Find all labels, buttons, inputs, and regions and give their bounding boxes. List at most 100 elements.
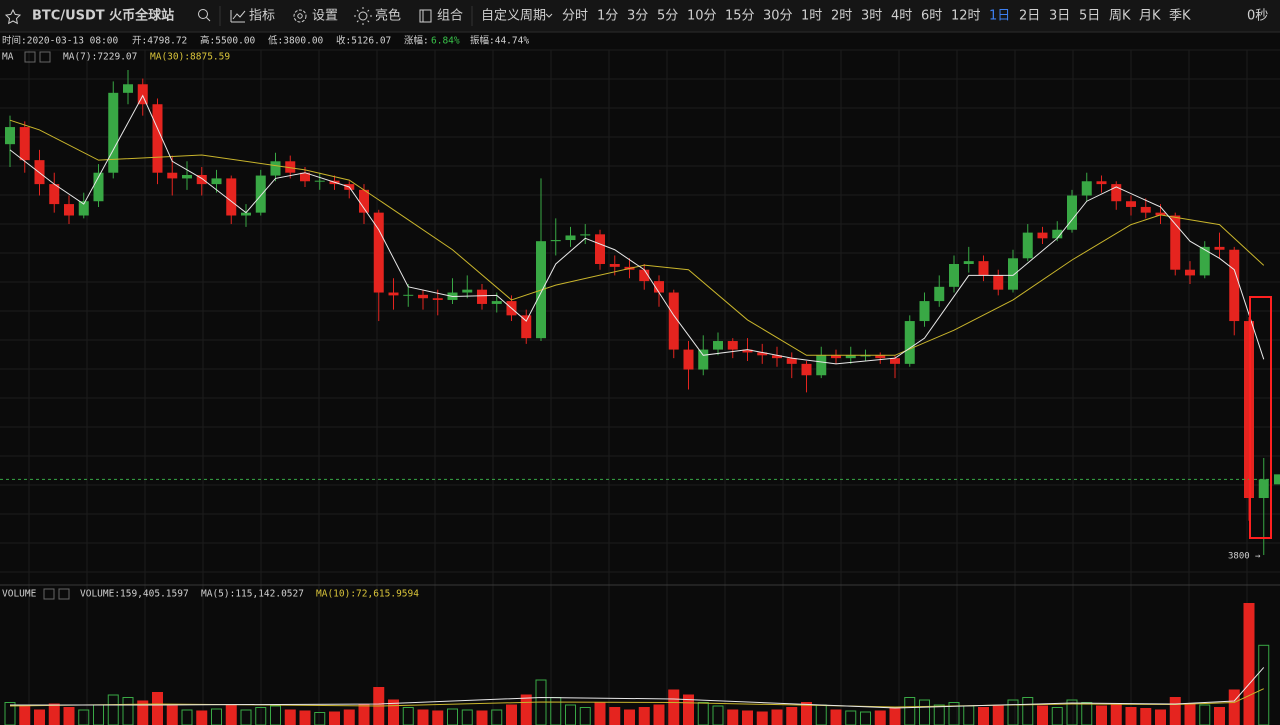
volume-bar	[447, 708, 458, 725]
toolbar-tool[interactable]: 亮色	[375, 8, 401, 24]
candle-body	[241, 212, 251, 216]
vol_ma10-line	[9, 688, 1264, 708]
candle-body	[462, 289, 473, 293]
indicator-icon[interactable]	[230, 10, 246, 23]
grid	[0, 49, 1280, 725]
period-option[interactable]: 分时	[562, 9, 588, 24]
toolbar-tool[interactable]: 组合	[437, 9, 463, 24]
favorite-icon[interactable]	[4, 8, 22, 25]
combine-icon[interactable]	[419, 9, 432, 23]
info-open: 开:4798.72	[132, 36, 187, 47]
candle-body	[5, 127, 15, 145]
period-option[interactable]: 10分	[687, 9, 717, 24]
candle-body	[108, 92, 119, 173]
volume-bar	[329, 711, 340, 725]
candle-body	[934, 286, 945, 302]
volume-bar	[1258, 644, 1270, 725]
period-option[interactable]: 5分	[657, 9, 678, 24]
period-option[interactable]: 月K	[1139, 9, 1161, 24]
low-label: 3800 →	[1228, 552, 1261, 562]
volume-bar	[638, 707, 650, 725]
volume-bar	[181, 709, 193, 725]
volume-bar	[801, 702, 812, 725]
volume-bar	[1037, 705, 1048, 725]
period-option[interactable]: 周K	[1109, 9, 1131, 24]
candle-body	[683, 349, 694, 370]
period-option[interactable]: 3日	[1049, 9, 1070, 24]
period-option[interactable]: 30分	[763, 9, 793, 24]
volume-bar	[565, 704, 576, 725]
volume-bar	[1184, 703, 1196, 725]
volume-bar	[742, 710, 753, 725]
candle-body	[432, 298, 443, 300]
period-option[interactable]: 1时	[801, 9, 822, 24]
volume-bar	[860, 711, 871, 725]
volume-bar	[978, 707, 989, 725]
volume-bar	[1110, 704, 1122, 725]
candle-body	[1258, 479, 1269, 499]
period-option[interactable]: 3时	[861, 9, 882, 24]
candle-body	[285, 161, 296, 173]
volume-bar	[48, 703, 60, 725]
candle-body	[1126, 201, 1136, 207]
candle-body	[845, 355, 856, 359]
volume-bar	[845, 710, 857, 725]
candle-body	[19, 127, 30, 161]
ma30-legend: MA(30):8875.59	[150, 52, 230, 63]
volume-bar	[992, 705, 1004, 725]
candle-body	[477, 289, 487, 304]
volume-bar	[225, 704, 237, 725]
settings-icon[interactable]	[293, 9, 307, 23]
volume-close-button[interactable]	[58, 588, 70, 600]
dropdown-caret	[545, 13, 553, 18]
volume-bar	[1066, 699, 1078, 725]
volume-bar	[255, 707, 267, 725]
volume-bar	[211, 708, 222, 725]
period-option[interactable]: 季K	[1169, 9, 1191, 24]
volume-bar	[1214, 707, 1225, 725]
candle-body	[1037, 232, 1048, 239]
candle-body	[1229, 249, 1240, 322]
volume-bar	[388, 699, 399, 725]
candle-body	[152, 104, 163, 173]
search-icon[interactable]	[198, 9, 208, 19]
candle-body	[713, 341, 723, 350]
toolbar-tool[interactable]: 指标	[249, 9, 275, 24]
volume-settings-button[interactable]	[43, 588, 55, 600]
info-time: 时间:2020-03-13 08:00	[2, 35, 119, 47]
period-option[interactable]: 4时	[891, 9, 912, 24]
candle-body	[1185, 269, 1195, 276]
volume-bar	[1007, 699, 1019, 725]
ma-settings-button[interactable]	[24, 51, 36, 63]
period-option[interactable]: 3分	[627, 9, 648, 24]
period-option[interactable]: 1日	[989, 9, 1010, 24]
volume-bar	[1096, 705, 1107, 725]
period-option[interactable]: 1分	[597, 9, 618, 24]
period-option[interactable]: 15分	[725, 9, 755, 24]
period-option[interactable]: 6时	[921, 9, 942, 24]
info-low: 低:3800.00	[268, 35, 324, 47]
period-option[interactable]: 2日	[1019, 9, 1040, 24]
volume-bar	[653, 704, 665, 725]
custom-period[interactable]: 自定义周期	[481, 9, 546, 24]
volume-bar	[432, 710, 444, 725]
ma-close-button[interactable]	[39, 51, 51, 63]
candle-body	[137, 84, 148, 105]
volume-bar	[19, 705, 31, 725]
candle-body	[314, 180, 325, 182]
vol-ma5-legend: MA(5):115,142.0527	[201, 589, 304, 600]
candle-body	[860, 355, 871, 357]
light-icon[interactable]	[358, 11, 368, 21]
volume-bar	[314, 712, 326, 725]
volume-bar	[948, 702, 960, 725]
period-option[interactable]: 12时	[951, 9, 981, 24]
info-amplitude: 振幅:44.74%	[470, 35, 529, 47]
period-option[interactable]: 5日	[1079, 9, 1100, 24]
candle-body	[403, 294, 414, 296]
last-price-marker	[1274, 474, 1280, 485]
period-option[interactable]: 2时	[831, 9, 852, 24]
candle-body	[668, 292, 679, 350]
toolbar-tool[interactable]: 设置	[312, 9, 338, 24]
